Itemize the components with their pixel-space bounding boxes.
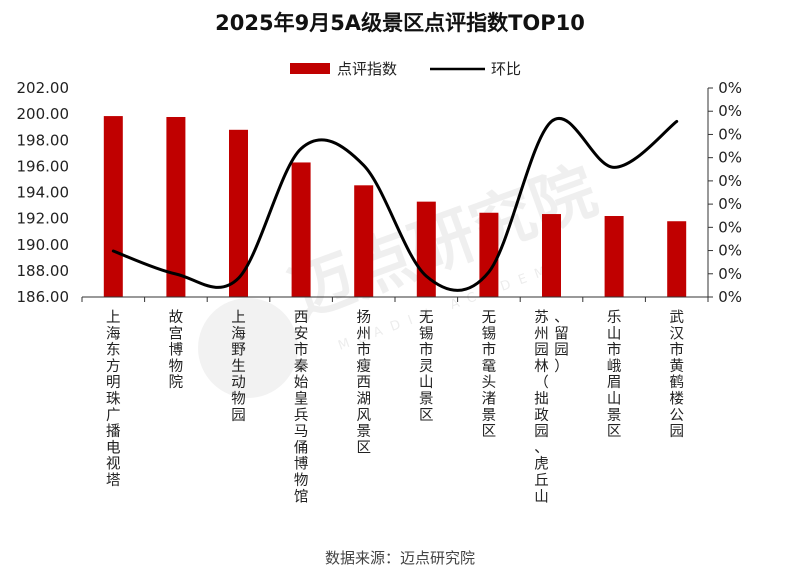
category-label: 乐山市峨眉山景区 [607,309,622,440]
y-tick-label: 196.00 [17,157,70,175]
category-labels: 上海东方明珠广播电视塔 故宫博物院 上海野生动物园 西安市秦始皇兵马俑博物馆 扬州市瘦西… [106,309,684,505]
bar [166,116,186,297]
category-label: 西安市秦始皇兵马俑博物馆 [294,310,309,505]
y-axis-right: 0% 0% 0% 0% 0% 0% 0% 0% 0% 0% [707,79,742,306]
y-tick-label: 188.00 [17,262,70,280]
y2-tick-label: 0% [718,265,742,283]
watermark-logo-icon [198,298,298,398]
category-label: 无锡市灵山景区 [419,310,434,424]
line-path [111,117,679,292]
y-tick-label: 192.00 [17,210,70,228]
y2-tick-label: 0% [718,218,742,236]
category-label: 上海野生动物园 [231,309,246,424]
y2-tick-label: 0% [718,79,742,97]
chart-title: 2025年9月5A级景区点评指数TOP10 [215,11,585,35]
category-label: 扬州市瘦西湖风景区 [356,309,371,456]
y-tick-label: 186.00 [17,288,70,306]
y2-tick-label: 0% [718,125,742,143]
y-tick-label: 202.00 [17,79,70,97]
y2-tick-label: 0% [718,102,742,120]
y-tick-label: 190.00 [17,236,70,254]
bar [229,129,248,297]
y2-tick-label: 0% [718,149,742,167]
legend-line-label: 环比 [491,60,521,78]
bar [479,212,499,297]
bar [103,116,123,297]
source-note: 数据来源：迈点研究院 [325,549,475,567]
y-tick-label: 194.00 [17,184,70,202]
category-label: 无锡市鼋头渚景区 [482,310,497,440]
legend: 点评指数 环比 [290,60,521,78]
y-tick-label: 200.00 [17,105,70,123]
y2-tick-label: 0% [718,195,742,213]
y2-tick-label: 0% [718,242,742,260]
line-series [111,117,679,292]
legend-bar-swatch [290,63,330,74]
x-axis [81,296,709,302]
y2-tick-label: 0% [718,172,742,190]
bar-series [103,116,687,297]
bar [604,216,624,297]
y2-tick-label: 0% [718,288,742,306]
bar [667,221,687,297]
legend-bar-label: 点评指数 [337,60,397,78]
category-label: 武汉市黄鹤楼公园 [669,309,684,440]
category-label: 上海东方明珠广播电视塔 [106,309,121,489]
bar [291,162,311,297]
y-axis-left: 202.00 200.00 198.00 196.00 194.00 192.00 190.… [17,79,70,306]
bar [354,185,374,297]
bar [542,214,561,297]
category-label: 苏州园林（拙政园、虎丘山、留园） [534,309,569,505]
category-label: 故宫博物院 [169,309,184,391]
y-tick-label: 198.00 [17,131,70,149]
